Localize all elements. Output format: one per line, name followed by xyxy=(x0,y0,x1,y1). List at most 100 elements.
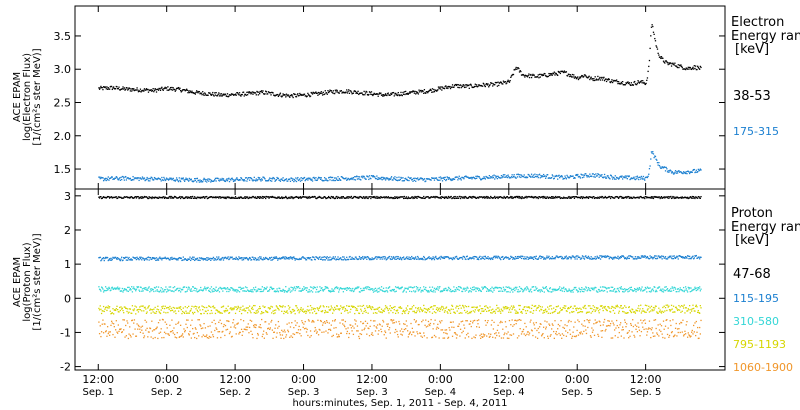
data-point xyxy=(157,177,160,179)
data-point xyxy=(603,255,605,258)
data-point xyxy=(194,196,196,198)
data-point xyxy=(398,179,401,181)
data-point xyxy=(407,258,409,260)
data-point xyxy=(127,177,130,179)
data-point xyxy=(270,94,272,96)
data-point xyxy=(367,312,369,314)
data-point xyxy=(611,79,613,81)
data-point xyxy=(620,81,622,84)
data-point xyxy=(213,290,215,292)
data-point xyxy=(581,197,584,200)
data-point xyxy=(149,180,151,182)
data-point xyxy=(605,288,608,290)
data-point xyxy=(169,310,172,312)
data-point xyxy=(240,257,243,259)
data-point xyxy=(222,178,225,180)
data-point xyxy=(509,257,511,260)
data-point xyxy=(347,197,349,199)
data-point xyxy=(255,94,257,96)
data-point xyxy=(251,196,253,198)
data-point xyxy=(423,255,425,258)
data-point xyxy=(465,287,467,290)
data-point xyxy=(423,89,426,91)
data-point xyxy=(254,197,256,199)
data-point xyxy=(254,312,257,314)
data-point xyxy=(317,291,320,293)
data-point xyxy=(159,257,162,260)
data-point xyxy=(610,286,612,288)
data-point xyxy=(179,180,182,183)
data-point xyxy=(137,311,140,313)
data-point xyxy=(694,197,696,200)
data-point xyxy=(232,309,234,311)
data-point xyxy=(428,291,430,293)
data-point xyxy=(228,258,230,261)
data-point xyxy=(617,255,619,257)
data-point xyxy=(591,173,594,175)
data-point xyxy=(682,197,684,199)
data-point xyxy=(536,76,538,78)
data-point xyxy=(695,255,697,257)
data-point xyxy=(546,174,548,176)
data-point xyxy=(134,288,136,291)
data-point xyxy=(423,178,425,181)
data-point xyxy=(354,256,357,258)
data-point xyxy=(473,196,475,199)
data-point xyxy=(344,91,346,94)
data-point xyxy=(531,175,533,177)
data-point xyxy=(436,178,438,181)
data-point xyxy=(306,257,308,259)
data-point xyxy=(410,177,412,179)
data-point xyxy=(218,180,221,182)
data-point xyxy=(404,93,406,96)
data-point xyxy=(135,177,137,179)
data-point xyxy=(434,197,436,199)
data-point xyxy=(374,197,377,199)
data-point xyxy=(686,170,689,172)
data-point xyxy=(124,196,126,198)
data-point xyxy=(302,308,304,310)
data-point xyxy=(128,87,130,89)
data-point xyxy=(355,309,357,311)
data-point xyxy=(247,177,249,179)
data-point xyxy=(240,196,243,199)
data-point xyxy=(289,94,292,97)
data-point xyxy=(461,85,464,88)
data-point xyxy=(147,178,149,180)
data-point xyxy=(303,310,306,313)
data-point xyxy=(593,257,596,260)
data-point xyxy=(180,177,182,179)
data-point xyxy=(540,196,543,198)
data-point xyxy=(163,257,166,259)
data-point xyxy=(288,196,290,198)
data-point xyxy=(343,178,345,180)
data-point xyxy=(253,176,255,179)
data-point xyxy=(312,256,314,258)
data-point xyxy=(291,287,294,289)
data-point xyxy=(208,196,211,198)
data-point xyxy=(576,289,578,292)
data-point xyxy=(686,196,689,199)
data-point xyxy=(630,82,633,84)
data-point xyxy=(536,196,539,199)
data-point xyxy=(352,258,354,260)
data-point xyxy=(254,257,257,260)
data-point xyxy=(333,197,335,199)
data-point xyxy=(177,197,179,199)
data-point xyxy=(165,258,168,260)
data-point xyxy=(284,178,286,181)
data-point xyxy=(538,289,540,291)
data-point xyxy=(561,70,563,73)
data-point xyxy=(190,308,192,310)
data-point xyxy=(212,256,215,259)
data-point xyxy=(482,287,484,289)
data-point xyxy=(577,173,579,176)
data-point xyxy=(602,255,604,258)
data-point xyxy=(398,287,400,290)
data-point xyxy=(386,93,389,95)
data-point xyxy=(686,289,688,292)
data-point xyxy=(222,197,225,199)
data-point xyxy=(304,196,306,198)
data-point xyxy=(525,195,527,198)
data-point xyxy=(334,197,336,200)
